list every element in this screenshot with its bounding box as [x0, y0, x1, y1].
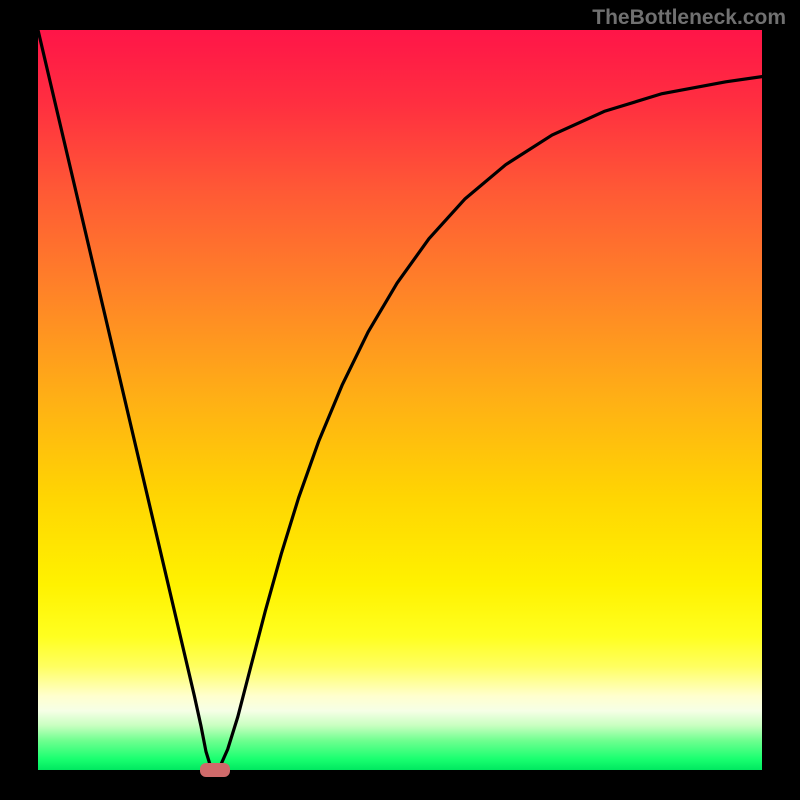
minimum-marker	[200, 763, 230, 777]
bottleneck-curve	[38, 30, 762, 770]
plot-area	[38, 30, 762, 770]
curve-svg	[38, 30, 762, 770]
watermark-text: TheBottleneck.com	[592, 6, 786, 30]
